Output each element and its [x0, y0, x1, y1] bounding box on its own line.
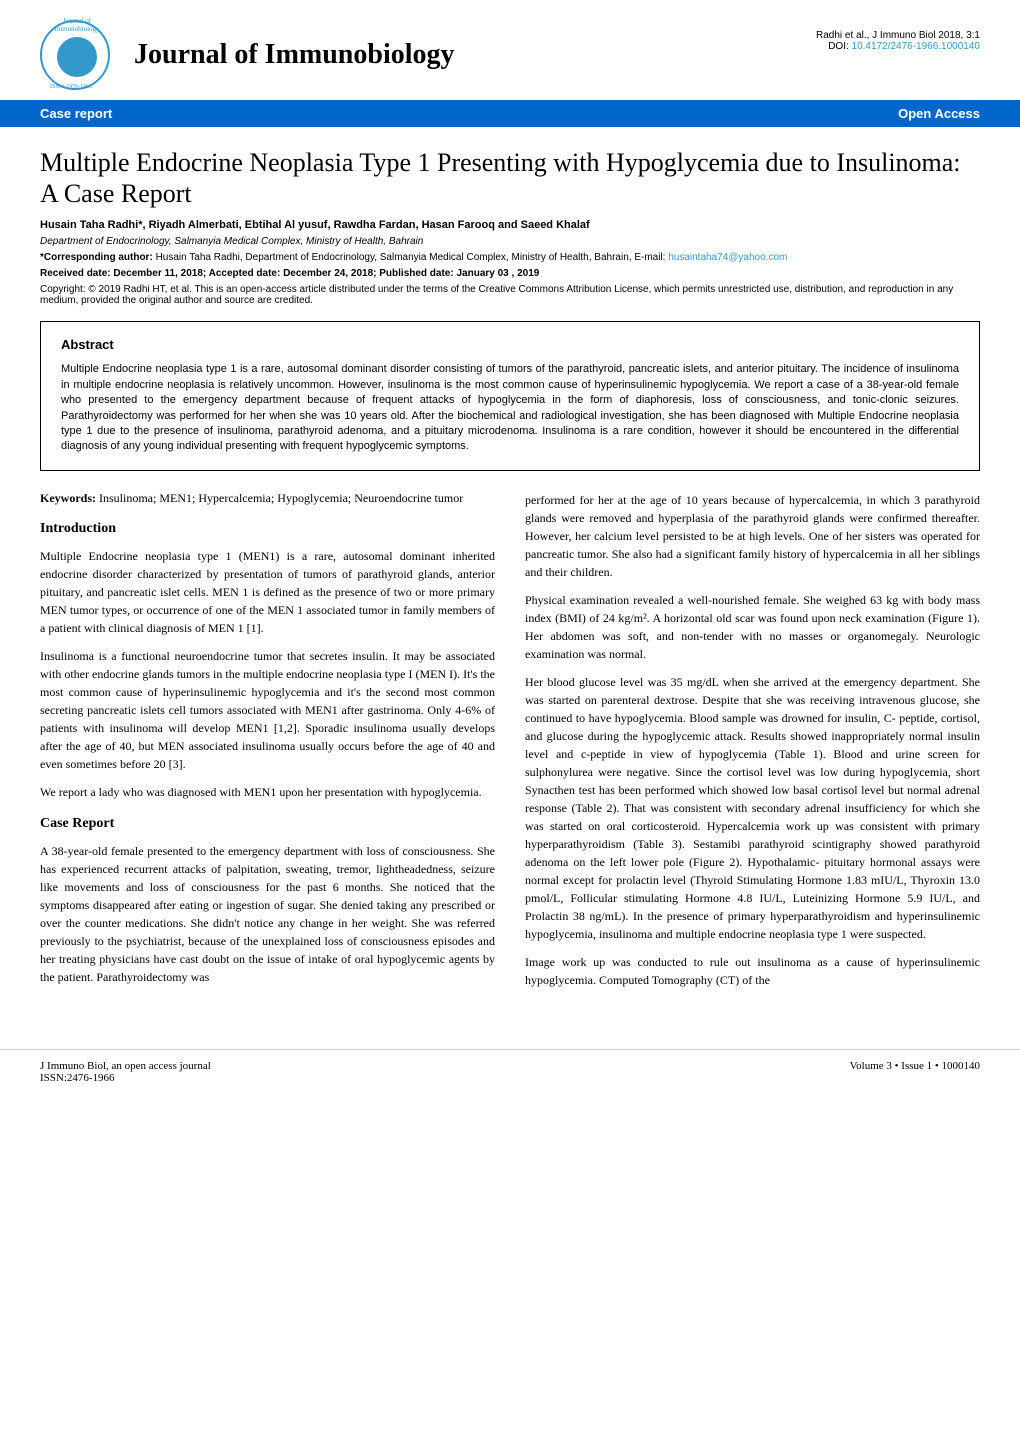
footer-left-line1: J Immuno Biol, an open access journal: [40, 1060, 211, 1072]
footer-left-line2: ISSN:2476-1966: [40, 1072, 211, 1084]
intro-paragraph-2: Insulinoma is a functional neuroendocrin…: [40, 647, 495, 773]
logo-circle-icon: Journal of Immunobiology ISSN: 2476-1966: [40, 20, 110, 90]
corresponding-label: *Corresponding author:: [40, 252, 156, 263]
affiliation: Department of Endocrinology, Salmanyia M…: [40, 236, 980, 247]
case-paragraph-1: A 38-year-old female presented to the em…: [40, 842, 495, 986]
banner: Case report Open Access: [0, 100, 1020, 127]
col2-paragraph-2: Physical examination revealed a well-nou…: [525, 591, 980, 663]
col2-paragraph-4: Image work up was conducted to rule out …: [525, 953, 980, 989]
logo-top-text: Journal of Immunobiology: [42, 17, 112, 33]
footer-left: J Immuno Biol, an open access journal IS…: [40, 1060, 211, 1084]
journal-logo: Journal of Immunobiology ISSN: 2476-1966: [40, 20, 110, 90]
two-column-layout: Keywords: Insulinoma; MEN1; Hypercalcemi…: [40, 491, 980, 999]
article-title: Multiple Endocrine Neoplasia Type 1 Pres…: [40, 147, 980, 209]
abstract-heading: Abstract: [61, 337, 959, 352]
email-link[interactable]: husaintaha74@yahoo.com: [668, 252, 787, 263]
header: Journal of Immunobiology ISSN: 2476-1966…: [0, 0, 1020, 100]
main-content: Multiple Endocrine Neoplasia Type 1 Pres…: [0, 127, 1020, 1019]
footer-right: Volume 3 • Issue 1 • 1000140: [850, 1060, 980, 1084]
banner-right: Open Access: [898, 106, 980, 121]
keywords-text: Insulinoma; MEN1; Hypercalcemia; Hypogly…: [99, 491, 463, 505]
citation-text: Radhi et al., J Immuno Biol 2018, 3:1: [816, 30, 980, 41]
doi-link[interactable]: 10.4172/2476-1966.1000140: [852, 41, 980, 52]
abstract-text: Multiple Endocrine neoplasia type 1 is a…: [61, 362, 959, 454]
keywords-label: Keywords:: [40, 491, 99, 505]
intro-paragraph-1: Multiple Endocrine neoplasia type 1 (MEN…: [40, 547, 495, 637]
case-report-heading: Case Report: [40, 816, 495, 832]
dates-text: Received date: December 11, 2018; Accept…: [40, 268, 539, 279]
header-citation: Radhi et al., J Immuno Biol 2018, 3:1 DO…: [816, 30, 980, 52]
issn-label: ISSN: 2476-1966: [50, 84, 92, 90]
footer: J Immuno Biol, an open access journal IS…: [0, 1049, 1020, 1104]
abstract-box: Abstract Multiple Endocrine neoplasia ty…: [40, 321, 980, 470]
journal-title: Journal of Immunobiology: [134, 39, 455, 71]
authors: Husain Taha Radhi*, Riyadh Almerbati, Eb…: [40, 219, 980, 231]
intro-paragraph-3: We report a lady who was diagnosed with …: [40, 783, 495, 801]
col2-paragraph-1: performed for her at the age of 10 years…: [525, 491, 980, 581]
corresponding-author: *Corresponding author: Husain Taha Radhi…: [40, 252, 980, 263]
corresponding-text: Husain Taha Radhi, Department of Endocri…: [156, 252, 669, 263]
banner-left: Case report: [40, 106, 112, 121]
right-column: performed for her at the age of 10 years…: [525, 491, 980, 999]
copyright: Copyright: © 2019 Radhi HT, et al. This …: [40, 284, 980, 306]
doi-line: DOI: 10.4172/2476-1966.1000140: [816, 41, 980, 52]
doi-label: DOI:: [828, 41, 851, 52]
col2-paragraph-3: Her blood glucose level was 35 mg/dL whe…: [525, 673, 980, 943]
dates: Received date: December 11, 2018; Accept…: [40, 268, 980, 279]
left-column: Keywords: Insulinoma; MEN1; Hypercalcemi…: [40, 491, 495, 999]
introduction-heading: Introduction: [40, 521, 495, 537]
logo-inner-icon: [57, 37, 97, 77]
keywords: Keywords: Insulinoma; MEN1; Hypercalcemi…: [40, 491, 495, 506]
